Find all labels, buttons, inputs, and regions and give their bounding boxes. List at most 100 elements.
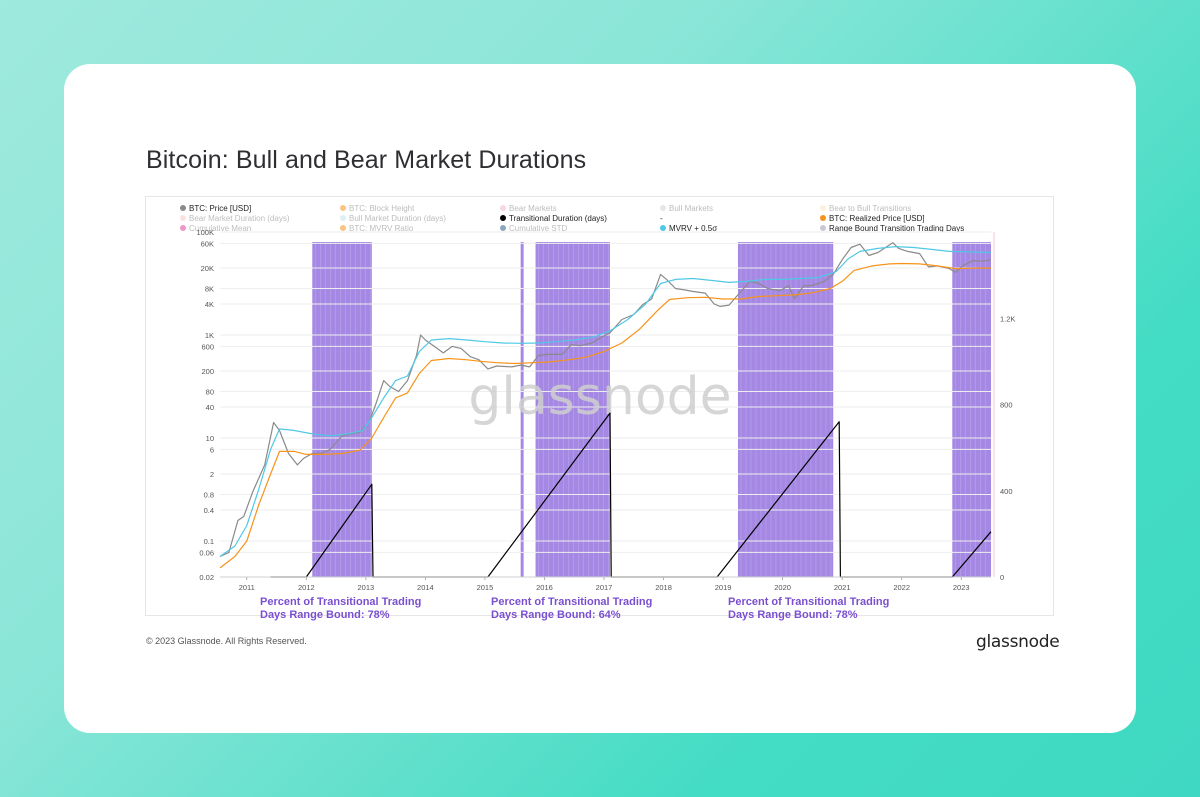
- legend-item[interactable]: Bull Market Duration (days): [340, 214, 446, 224]
- chart-card: Bitcoin: Bull and Bear Market Durations …: [64, 64, 1136, 733]
- legend-item[interactable]: MVRV + 0.5σ: [660, 224, 717, 234]
- legend-label: Bull Market Duration (days): [349, 214, 446, 223]
- y-left-tick-label: 2: [210, 470, 214, 479]
- legend-swatch-icon: [820, 204, 826, 211]
- y-right-tick-label: 0: [1000, 573, 1004, 582]
- range-bound-band: [535, 242, 610, 577]
- legend-label: Cumulative Mean: [189, 224, 252, 233]
- legend-swatch-icon: [180, 224, 186, 231]
- legend-item[interactable]: Cumulative Mean: [180, 224, 251, 234]
- legend-item[interactable]: -: [660, 214, 663, 224]
- annotation-2-line1: Percent of Transitional Trading: [491, 596, 653, 608]
- legend-label: BTC: MVRV Ratio: [349, 224, 414, 233]
- annotation-3: Percent of Transitional Trading Days Ran…: [728, 596, 889, 622]
- y-left-tick-label: 0.02: [199, 573, 214, 582]
- annotation-2-line2: Days Range Bound: 64%: [491, 609, 621, 621]
- series-line-btc-price-usd: [219, 242, 992, 558]
- y-left-tick-label: 0.8: [204, 490, 214, 499]
- y-left-tick-label: 10: [206, 434, 214, 443]
- page-title: Bitcoin: Bull and Bear Market Durations: [146, 146, 587, 174]
- y-left-tick-label: 40: [206, 403, 214, 412]
- legend-swatch-icon: [820, 224, 826, 231]
- legend-swatch-icon: [500, 224, 506, 231]
- y-left-tick-label: 20K: [201, 264, 214, 273]
- annotation-1-line2: Days Range Bound: 78%: [260, 609, 390, 621]
- legend-item[interactable]: Bear Market Duration (days): [180, 214, 289, 224]
- legend-item[interactable]: Bull Markets: [660, 204, 713, 214]
- range-bound-band: [952, 242, 991, 577]
- y-left-tick-label: 6: [210, 445, 214, 454]
- y-left-tick-label: 1K: [205, 331, 214, 340]
- legend-label: BTC: Block Height: [349, 204, 415, 213]
- legend-swatch-icon: [500, 204, 506, 211]
- annotation-1: Percent of Transitional Trading Days Ran…: [260, 596, 421, 622]
- x-tick-label: 2022: [893, 583, 910, 592]
- x-tick-label: 2021: [834, 583, 851, 592]
- legend-label: BTC: Price [USD]: [189, 204, 252, 213]
- y-left-tick-label: 8K: [205, 284, 214, 293]
- legend-label: -: [660, 214, 663, 223]
- legend-item[interactable]: BTC: Realized Price [USD]: [820, 214, 925, 224]
- y-right-tick-label: 400: [1000, 487, 1013, 496]
- legend-swatch-icon: [340, 204, 346, 211]
- y-left-tick-label: 80: [206, 387, 214, 396]
- legend-label: Bull Markets: [669, 204, 714, 213]
- x-tick-label: 2016: [536, 583, 553, 592]
- y-left-tick-label: 600: [201, 342, 214, 351]
- x-tick-label: 2013: [358, 583, 375, 592]
- y-right-tick-label: 1.2K: [1000, 314, 1015, 323]
- legend-swatch-icon: [180, 204, 186, 211]
- y-left-tick-label: 0.06: [199, 548, 214, 557]
- legend-swatch-icon: [340, 224, 346, 231]
- y-left-tick-label: 4K: [205, 300, 214, 309]
- annotation-2: Percent of Transitional Trading Days Ran…: [491, 596, 652, 622]
- legend-label: Range Bound Transition Trading Days: [829, 224, 965, 233]
- legend-swatch-icon: [660, 224, 666, 231]
- legend-label: Bear to Bull Transitions: [829, 204, 912, 213]
- legend-item[interactable]: Bear to Bull Transitions: [820, 204, 911, 214]
- annotation-1-line1: Percent of Transitional Trading: [260, 596, 422, 608]
- legend-label: Cumulative STD: [509, 224, 568, 233]
- legend-swatch-icon: [660, 204, 666, 211]
- legend-label: Bear Market Duration (days): [189, 214, 290, 223]
- legend-item[interactable]: Transitional Duration (days): [500, 214, 607, 224]
- legend-item[interactable]: Bear Markets: [500, 204, 557, 214]
- legend-label: MVRV + 0.5σ: [669, 224, 718, 233]
- watermark-text: glassnode: [468, 367, 731, 427]
- annotation-3-line2: Days Range Bound: 78%: [728, 609, 858, 621]
- chart-plot: glassnode 0.02 0.06 0.1 0.4 0.8 2 6 10 40 80 200 60…: [196, 228, 1015, 592]
- series-line-btc-realized-price-usd: [219, 262, 992, 569]
- y-left-tick-label: 0.4: [204, 506, 214, 515]
- legend-item[interactable]: Cumulative STD: [500, 224, 567, 234]
- legend-item[interactable]: BTC: MVRV Ratio: [340, 224, 413, 234]
- range-bound-band: [312, 242, 372, 577]
- y-left-tick-label: 0.1: [204, 537, 214, 546]
- x-tick-label: 2020: [774, 583, 791, 592]
- x-tick-label: 2018: [655, 583, 672, 592]
- copyright-text: © 2023 Glassnode. All Rights Reserved.: [146, 636, 307, 646]
- y-left-tick-label: 60K: [201, 239, 214, 248]
- chart-frame: [145, 196, 1054, 616]
- x-tick-label: 2017: [596, 583, 613, 592]
- legend-item[interactable]: BTC: Block Height: [340, 204, 414, 214]
- range-bound-band: [737, 242, 834, 577]
- legend-label: Bear Markets: [509, 204, 557, 213]
- y-right-tick-label: 800: [1000, 401, 1013, 410]
- annotation-3-line1: Percent of Transitional Trading: [728, 596, 890, 608]
- legend-swatch-icon: [820, 214, 826, 221]
- legend-label: BTC: Realized Price [USD]: [829, 214, 925, 223]
- range-bound-band: [520, 242, 524, 577]
- legend-item[interactable]: BTC: Price [USD]: [180, 204, 251, 214]
- brand-logo: glassnode: [976, 632, 1060, 652]
- x-tick-label: 2023: [953, 583, 970, 592]
- legend-label: Transitional Duration (days): [509, 214, 607, 223]
- series-line-mvrv-0-5: [219, 246, 992, 557]
- y-left-tick-label: 200: [201, 367, 214, 376]
- x-tick-label: 2011: [239, 583, 255, 592]
- legend-swatch-icon: [340, 214, 346, 221]
- legend-item[interactable]: Range Bound Transition Trading Days: [820, 224, 964, 234]
- legend-swatch-icon: [180, 214, 186, 221]
- x-tick-label: 2019: [715, 583, 732, 592]
- x-tick-label: 2012: [298, 583, 315, 592]
- x-tick-label: 2014: [417, 583, 434, 592]
